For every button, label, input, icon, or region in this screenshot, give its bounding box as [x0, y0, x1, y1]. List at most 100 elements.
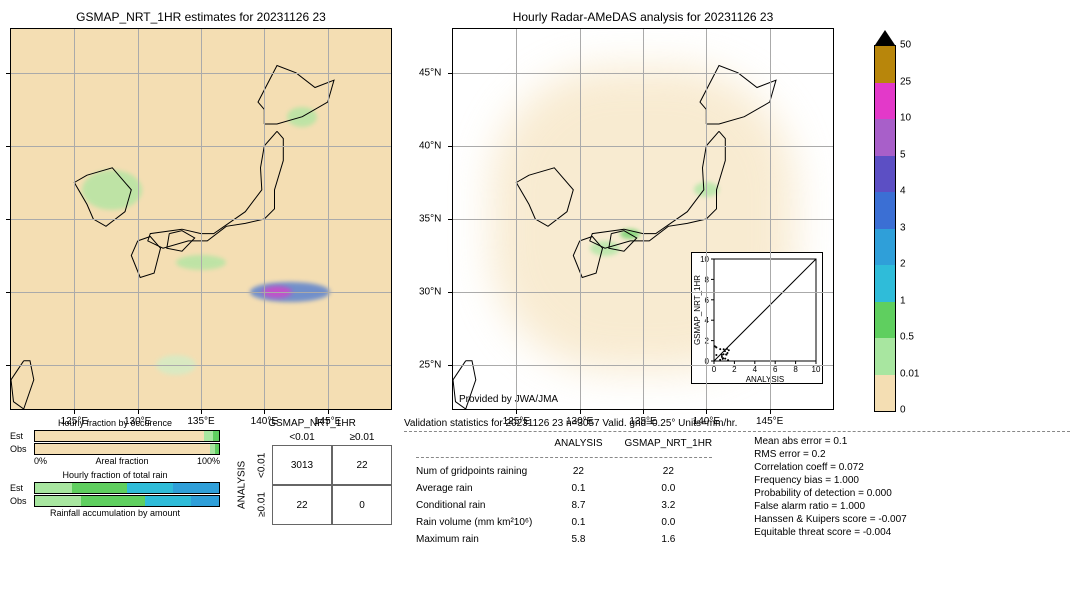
stat-g: 22: [615, 464, 723, 479]
hf-row: Obs: [10, 443, 220, 455]
stats-row: Maximum rain5.81.6: [406, 532, 722, 547]
svg-text:6: 6: [773, 365, 778, 374]
colorbar-tick: 4: [900, 186, 906, 197]
colorbar-tick: 0.01: [900, 368, 919, 379]
cont-cell: ≥0.01: [332, 429, 392, 445]
colorbar-tick: 1: [900, 295, 906, 306]
cont-cell: ANALYSIS: [232, 445, 252, 525]
lon-tick-label: 140°E: [251, 416, 278, 427]
radar-title: Hourly Radar-AMeDAS analysis for 2023112…: [452, 10, 834, 24]
metric-line: Mean abs error = 0.1: [754, 436, 907, 447]
lon-tick-label: 125°E: [61, 416, 88, 427]
metric-line: Frequency bias = 1.000: [754, 475, 907, 486]
top-row: GSMAP_NRT_1HR estimates for 20231126 23 …: [10, 10, 1070, 412]
metric-line: Correlation coeff = 0.072: [754, 462, 907, 473]
attribution-text: Provided by JWA/JMA: [459, 394, 558, 405]
metric-line: Probability of detection = 0.000: [754, 488, 907, 499]
colorbar-labels: 00.010.512345102550: [900, 45, 930, 410]
hf-axis-label: Areal fraction: [95, 456, 148, 466]
hf-label: Obs: [10, 496, 34, 506]
lon-tick-label: 140°E: [693, 416, 720, 427]
lat-tick-label: 45°N: [419, 67, 441, 78]
cont-cell: 22: [272, 485, 332, 525]
hf-row: Est: [10, 482, 220, 494]
svg-text:10: 10: [812, 365, 821, 374]
stats-row: Rain volume (mm km²10⁶)0.10.0: [406, 515, 722, 530]
cont-cell: [232, 429, 252, 445]
stat-a: 0.1: [544, 515, 612, 530]
colorbar-tick: 50: [900, 40, 911, 51]
svg-text:8: 8: [793, 365, 798, 374]
stat-name: Num of gridpoints raining: [406, 464, 542, 479]
lon-tick-label: 145°E: [314, 416, 341, 427]
stats-table: ANALYSIS GSMAP_NRT_1HR Num of gridpoints…: [404, 434, 724, 549]
hf-bar: [34, 482, 220, 494]
hf-total-title: Hourly fraction of total rain: [10, 470, 220, 480]
gsmap-panel: GSMAP_NRT_1HR estimates for 20231126 23 …: [10, 10, 392, 410]
stat-name: Maximum rain: [406, 532, 542, 547]
stat-name: Rain volume (mm km²10⁶): [406, 515, 542, 530]
lon-tick-label: 135°E: [187, 416, 214, 427]
cont-cell: <0.01: [272, 429, 332, 445]
stat-a: 8.7: [544, 498, 612, 513]
stats-row: Conditional rain8.73.2: [406, 498, 722, 513]
stat-g: 1.6: [615, 532, 723, 547]
stat-a: 5.8: [544, 532, 612, 547]
cont-cell: 0: [332, 485, 392, 525]
svg-text:GSMAP_NRT_1HR: GSMAP_NRT_1HR: [693, 275, 702, 345]
colorbar-tick: 25: [900, 76, 911, 87]
contingency-table: GSMAP_NRT_1HR ANALYSIS<0.01≥0.01<0.01≥0.…: [232, 418, 392, 525]
colorbar-tick: 2: [900, 259, 906, 270]
stats-row: Num of gridpoints raining2222: [406, 464, 722, 479]
hf-bar: [34, 495, 220, 507]
metrics-list: Mean abs error = 0.1RMS error = 0.2Corre…: [754, 434, 907, 549]
lat-tick-label: 25°N: [419, 360, 441, 371]
svg-text:2: 2: [732, 365, 737, 374]
lat-tick-label: 30°N: [419, 287, 441, 298]
cont-cell: [252, 429, 272, 445]
metric-line: False alarm ratio = 1.000: [754, 501, 907, 512]
bottom-row: Hourly fraction by occurence EstObs 0% A…: [10, 418, 1070, 549]
stat-g: 0.0: [615, 515, 723, 530]
cont-cell: <0.01: [252, 445, 272, 485]
stat-a: 0.1: [544, 481, 612, 496]
colorbar-tick: 5: [900, 149, 906, 160]
svg-text:0: 0: [712, 365, 717, 374]
stat-g: 3.2: [615, 498, 723, 513]
radar-map: 00224466881010ANALYSISGSMAP_NRT_1HR Prov…: [452, 28, 834, 410]
cont-cell: 22: [332, 445, 392, 485]
metric-line: Hanssen & Kuipers score = -0.007: [754, 514, 907, 525]
hf-row: Est: [10, 430, 220, 442]
stats-col1: ANALYSIS: [544, 436, 612, 451]
stat-name: Conditional rain: [406, 498, 542, 513]
lat-tick-label: 40°N: [419, 140, 441, 151]
hf-label: Obs: [10, 444, 34, 454]
hf-bar: [34, 430, 220, 442]
hourly-fractions: Hourly fraction by occurence EstObs 0% A…: [10, 418, 220, 518]
cont-cell: 3013: [272, 445, 332, 485]
metric-line: Equitable threat score = -0.004: [754, 527, 907, 538]
svg-text:4: 4: [753, 365, 758, 374]
lon-tick-label: 135°E: [629, 416, 656, 427]
hf-axis-max: 100%: [197, 456, 220, 466]
lat-tick-label: 35°N: [419, 214, 441, 225]
colorbar-tick: 0.5: [900, 332, 914, 343]
hf-label: Est: [10, 483, 34, 493]
radar-panel: Hourly Radar-AMeDAS analysis for 2023112…: [452, 10, 834, 410]
colorbar-tick: 3: [900, 222, 906, 233]
stats-col2: GSMAP_NRT_1HR: [615, 436, 723, 451]
stat-name: Average rain: [406, 481, 542, 496]
colorbar-tick: 0: [900, 405, 906, 416]
lon-tick-label: 145°E: [756, 416, 783, 427]
stats-row: Average rain0.10.0: [406, 481, 722, 496]
lon-tick-label: 125°E: [503, 416, 530, 427]
gsmap-title: GSMAP_NRT_1HR estimates for 20231126 23: [10, 10, 392, 24]
stats-panel: Validation statistics for 20231126 23 n=…: [404, 418, 1070, 549]
svg-text:ANALYSIS: ANALYSIS: [746, 375, 785, 383]
hf-axis-min: 0%: [34, 456, 47, 466]
hf-footer: Rainfall accumulation by amount: [10, 508, 220, 518]
svg-text:10: 10: [700, 255, 709, 264]
hf-bar: [34, 443, 220, 455]
colorbar-over-arrow: [875, 30, 895, 45]
gsmap-map: 125°E130°E135°E140°E145°E25°N30°N35°N40°…: [10, 28, 392, 410]
